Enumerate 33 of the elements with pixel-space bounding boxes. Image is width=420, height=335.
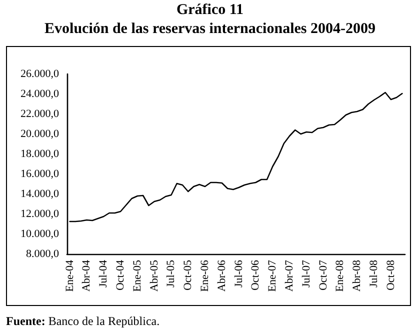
y-tick-label: 26.000,0 bbox=[20, 68, 60, 80]
y-tick-label: 8.000,0 bbox=[26, 248, 60, 260]
y-tick-label: 22.000,0 bbox=[20, 108, 60, 120]
x-tick-label: Oct-04 bbox=[114, 260, 127, 291]
x-tick-label: Oct-06 bbox=[250, 260, 262, 291]
x-tick-label: Abr-04 bbox=[80, 260, 93, 292]
x-tick-label: Ene-04 bbox=[64, 260, 76, 292]
y-tick-label: 10.000,0 bbox=[20, 228, 60, 240]
x-tick-label: Jul-08 bbox=[368, 260, 380, 288]
x-tick-label: Jul-04 bbox=[98, 260, 110, 288]
x-tick-label: Oct-07 bbox=[317, 260, 330, 291]
x-tick-label: Jul-07 bbox=[300, 260, 312, 288]
y-tick-label: 12.000,0 bbox=[20, 208, 60, 220]
x-tick-label: Ene-08 bbox=[334, 260, 346, 292]
x-tick-label: Abr-07 bbox=[284, 260, 296, 292]
source-note: Fuente: Banco de la República. bbox=[6, 314, 160, 329]
x-tick-label: Abr-06 bbox=[216, 260, 228, 292]
y-tick-label: 18.000,0 bbox=[20, 148, 60, 160]
x-tick-label: Ene-05 bbox=[131, 260, 144, 292]
chart-title: Gráfico 11 bbox=[175, 2, 245, 19]
y-tick-label: 14.000,0 bbox=[20, 188, 60, 200]
x-tick-label: Oct-05 bbox=[182, 260, 194, 291]
chart-subtitle: Evolución de las reservas internacionales 2004-2009 bbox=[44, 21, 376, 38]
y-tick-label: 24.000,0 bbox=[20, 88, 60, 100]
x-tick-label: Abr-05 bbox=[148, 260, 160, 292]
x-tick-label: Ene-07 bbox=[266, 260, 279, 292]
x-tick-label: Abr-08 bbox=[351, 260, 364, 292]
y-tick-label: 16.000,0 bbox=[20, 168, 60, 180]
x-tick-label: Oct-08 bbox=[384, 260, 397, 291]
x-tick-label: Jul-06 bbox=[232, 260, 245, 288]
y-tick-label: 20.000,0 bbox=[20, 128, 60, 140]
x-tick-label: Ene-06 bbox=[199, 260, 212, 292]
x-tick-label: Jul-05 bbox=[165, 260, 178, 288]
